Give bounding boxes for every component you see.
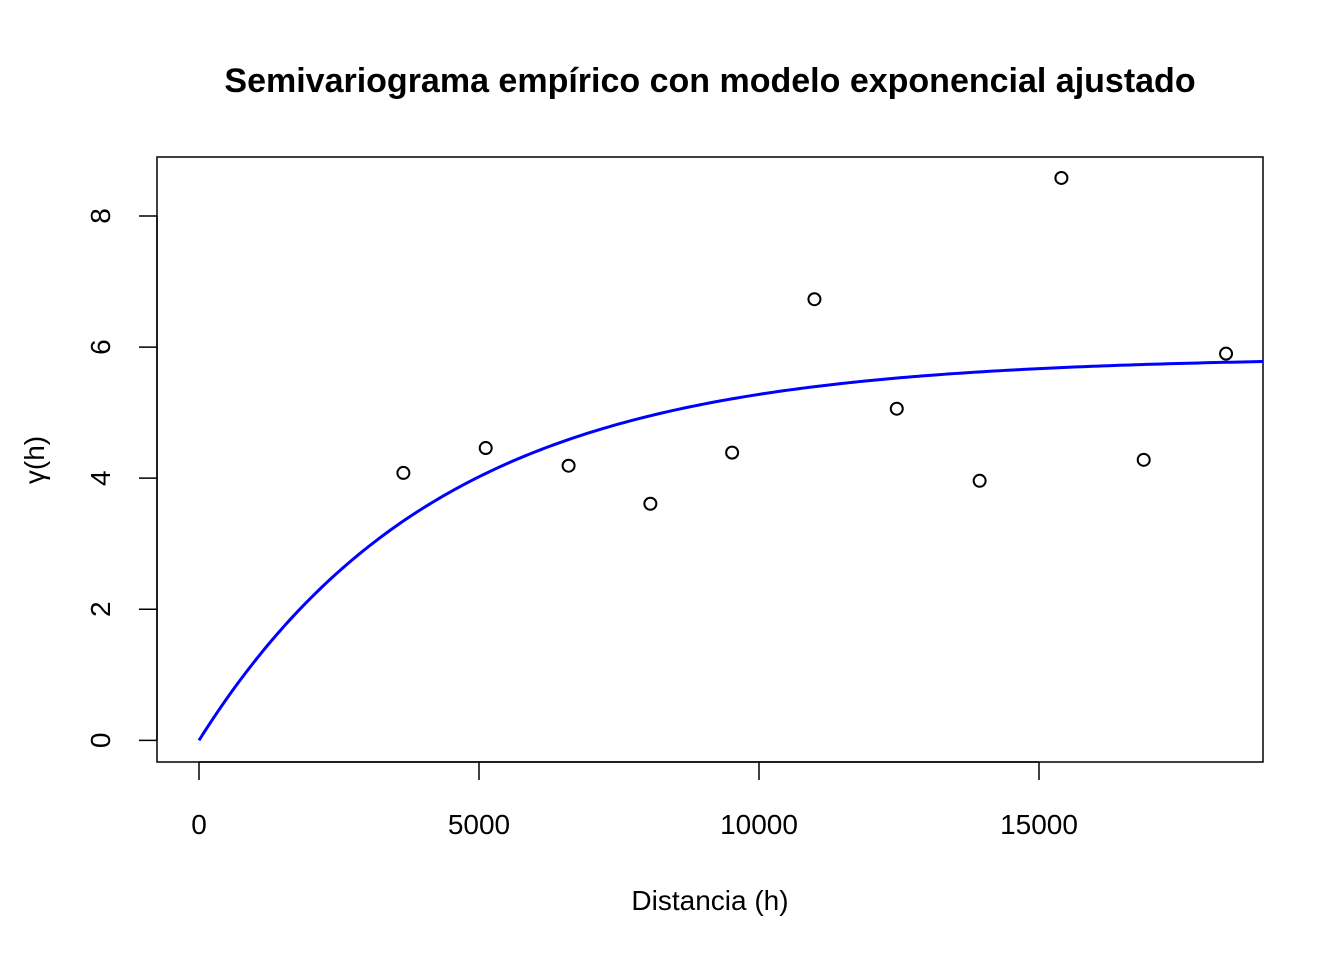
data-point — [643, 496, 658, 511]
data-point — [561, 458, 576, 473]
x-axis-label: Distancia (h) — [631, 885, 788, 916]
plot-frame — [156, 156, 1264, 763]
x-tick-label: 10000 — [720, 809, 798, 840]
y-tick-label: 0 — [85, 733, 116, 749]
data-point — [807, 292, 822, 307]
x-tick-label: 5000 — [448, 809, 510, 840]
data-point — [396, 465, 411, 480]
data-point — [889, 401, 904, 416]
chart-title: Semivariograma empírico con modelo expon… — [224, 62, 1195, 100]
y-axis-label: γ(h) — [19, 436, 50, 484]
exponential-model-curve — [197, 360, 1264, 742]
data-point — [725, 445, 740, 460]
data-point — [1219, 346, 1234, 361]
x-tick-label: 0 — [191, 809, 207, 840]
empirical-points — [396, 170, 1234, 511]
y-tick-label: 4 — [85, 470, 116, 486]
y-tick-label: 6 — [85, 339, 116, 355]
y-tick-label: 8 — [85, 208, 116, 224]
data-point — [1054, 170, 1069, 185]
y-tick-label: 2 — [85, 601, 116, 617]
data-point — [478, 441, 493, 456]
data-point — [972, 473, 987, 488]
x-axis: 0 5000 10000 15000 — [191, 761, 1078, 840]
y-axis: 0 2 4 6 8 — [85, 208, 158, 749]
data-point — [1136, 452, 1151, 467]
x-tick-label: 15000 — [1000, 809, 1078, 840]
